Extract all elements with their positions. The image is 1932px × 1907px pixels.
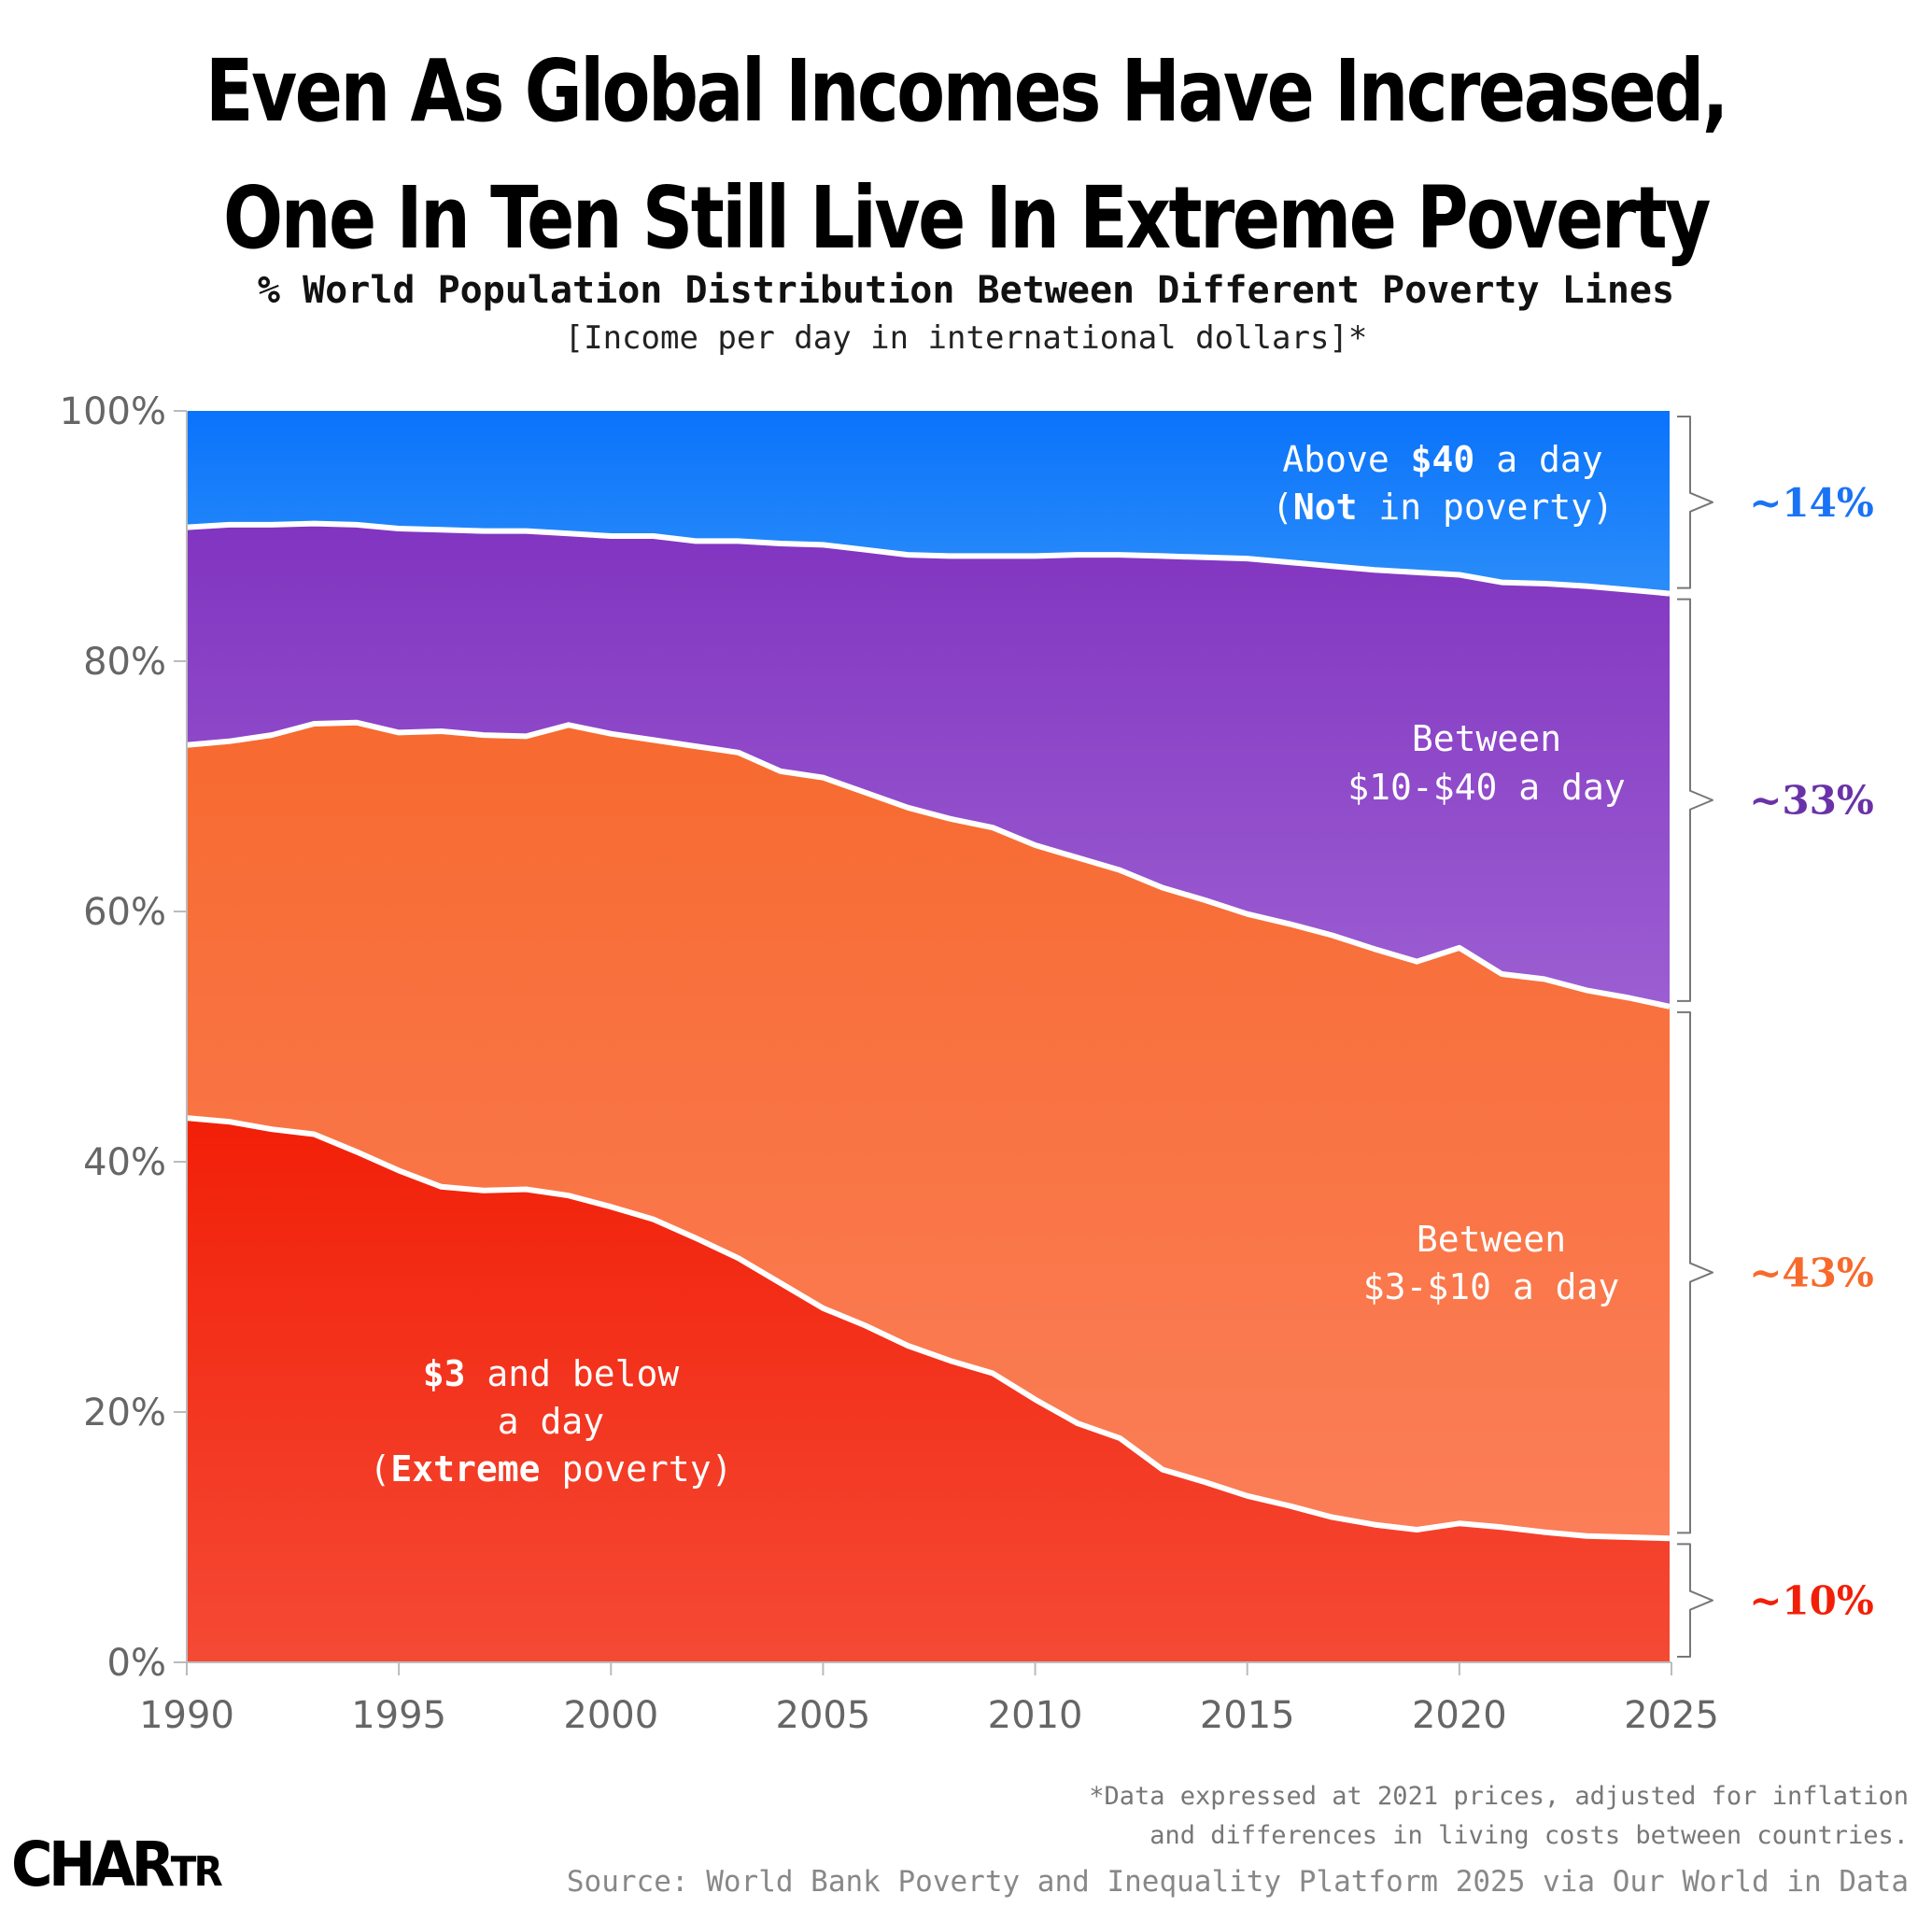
x-tick-label: 2000 <box>563 1694 658 1737</box>
label-b3-10-line1: Between <box>1417 1219 1566 1260</box>
chartr-logo: CHARTR <box>11 1829 223 1900</box>
title-line-1: Even As Global Incomes Have Increased, <box>205 41 1728 141</box>
y-axis-ticks: 0% 20% 40% 60% 80% 100% <box>60 390 187 1685</box>
x-tick-label: 2015 <box>1200 1694 1295 1737</box>
footnote-line-1: *Data expressed at 2021 prices, adjusted… <box>1089 1782 1909 1811</box>
x-tick-label: 2025 <box>1624 1694 1719 1737</box>
label-above40-line2: (Not in poverty) <box>1272 487 1614 528</box>
brace-above-40 <box>1677 416 1713 589</box>
chart-subnote: [Income per day in international dollars… <box>564 319 1368 357</box>
end-label-extreme: ~10% <box>1749 1578 1874 1624</box>
y-tick-label: 60% <box>83 891 166 934</box>
area-above-40 <box>187 411 1670 594</box>
brace-extreme <box>1677 1543 1713 1658</box>
footnote-line-2: and differences in living costs between … <box>1149 1821 1909 1850</box>
end-label-3-to-10: ~43% <box>1749 1250 1874 1296</box>
title-line-2: One In Ten Still Live In Extreme Poverty <box>223 168 1711 268</box>
x-axis-ticks: 1990 1995 2000 2005 2010 2015 2020 2025 <box>139 1662 1719 1737</box>
chart-subtitle: % World Population Distribution Between … <box>257 269 1675 312</box>
x-tick-label: 2010 <box>988 1694 1083 1737</box>
x-tick-label: 2020 <box>1412 1694 1507 1737</box>
boundary-line-1 <box>186 1115 1671 1542</box>
x-tick-label: 2005 <box>776 1694 871 1737</box>
boundary-line-3 <box>186 520 1671 597</box>
source-note: Source: World Bank Poverty and Inequalit… <box>566 1865 1909 1899</box>
y-tick-label: 20% <box>83 1391 166 1434</box>
chart-title: Even As Global Incomes Have Increased, O… <box>174 28 1758 282</box>
end-braces <box>1677 416 1713 1658</box>
area-extreme-poverty <box>187 1118 1670 1662</box>
y-tick-label: 80% <box>83 641 166 684</box>
label-extreme-line3: (Extreme poverty) <box>370 1448 733 1490</box>
end-label-above-40: ~14% <box>1749 480 1874 526</box>
label-extreme-line2: a day <box>498 1401 604 1442</box>
x-tick-label: 1990 <box>139 1694 234 1737</box>
boundary-line-2 <box>186 719 1671 1010</box>
brace-3-to-10 <box>1677 1010 1713 1534</box>
series-boundaries <box>186 520 1671 1542</box>
end-label-10-to-40: ~33% <box>1749 778 1874 824</box>
label-extreme-line1: $3 and below <box>423 1353 680 1394</box>
end-percent-labels: ~14% ~33% ~43% ~10% <box>1749 480 1874 1624</box>
label-b10-40-line2: $10-$40 a day <box>1347 767 1625 808</box>
area-layers <box>187 411 1670 1662</box>
label-above40-line1: Above $40 a day <box>1282 439 1602 480</box>
y-tick-label: 40% <box>83 1141 166 1184</box>
label-b3-10-line2: $3-$10 a day <box>1363 1266 1620 1307</box>
x-tick-label: 1995 <box>351 1694 446 1737</box>
brace-10-to-40 <box>1677 598 1713 1002</box>
y-tick-label: 0% <box>107 1642 166 1685</box>
y-tick-label: 100% <box>60 390 166 433</box>
label-b10-40-line1: Between <box>1412 718 1561 759</box>
area-10-to-40 <box>187 523 1670 1007</box>
